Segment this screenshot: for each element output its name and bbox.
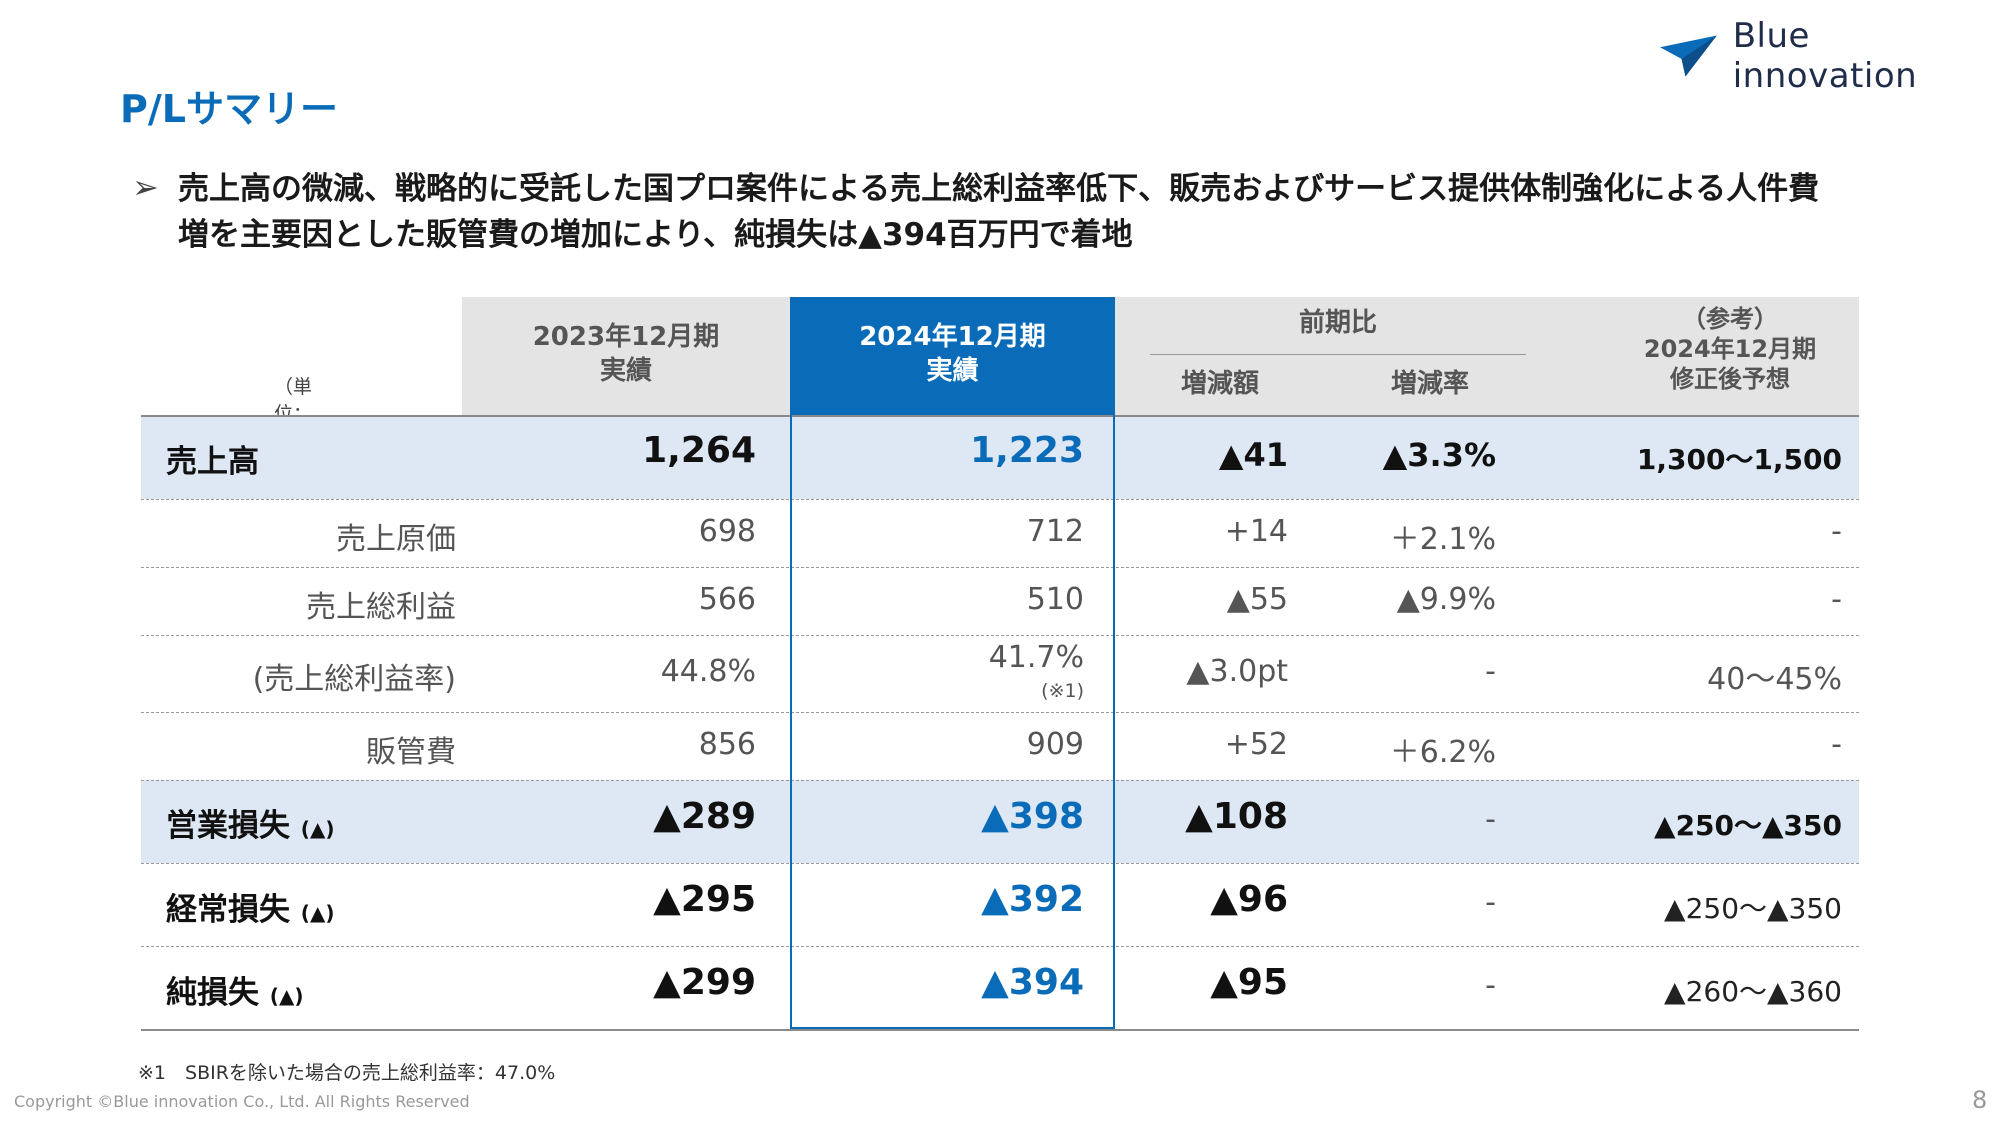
row-label: 営業損失 (▲) — [166, 800, 334, 845]
row-divider — [141, 712, 1859, 713]
row-label: 売上原価 — [336, 522, 456, 557]
header-diff: 増減額 — [1180, 369, 1259, 399]
cell-diff: +14 — [1224, 514, 1288, 549]
row-label-suffix: (▲) — [300, 817, 335, 841]
paper-plane-logo-icon — [1660, 35, 1717, 77]
cell-2023: ▲295 — [653, 879, 756, 920]
cell-diff: ▲41 — [1218, 436, 1288, 474]
header-2023-bg — [462, 297, 790, 415]
row-highlight-revenue — [141, 416, 1859, 499]
bullet-arrow-icon: ➢ — [132, 168, 159, 206]
header-yoy: 前期比 — [1298, 308, 1377, 338]
cell-2024: 510 — [1026, 582, 1084, 617]
cell-rate: - — [1485, 968, 1496, 1003]
header-rate: 増減率 — [1390, 369, 1469, 399]
cell-2024: 41.7% — [988, 640, 1084, 675]
cell-diff: ▲96 — [1210, 879, 1288, 920]
row-label: 経常損失 (▲) — [166, 884, 334, 929]
table-rule-top — [141, 415, 1859, 417]
row-divider — [141, 499, 1859, 500]
cell-2023: ▲289 — [653, 796, 756, 837]
cell-diff: +52 — [1224, 727, 1288, 762]
cell-2024: 909 — [1026, 727, 1084, 762]
row-label: (売上総利益率) — [252, 662, 456, 697]
footnote: ※1 SBIRを除いた場合の売上総利益率：47.0% — [138, 1062, 556, 1084]
row-divider — [141, 863, 1859, 864]
header-forecast-line2: 2024年12月期 — [1643, 335, 1817, 363]
cell-2023: 698 — [698, 514, 756, 549]
cell-rate: ＋6.2% — [1389, 735, 1496, 770]
cell-rate: - — [1485, 654, 1496, 689]
table-rule-bottom — [141, 1029, 1859, 1031]
cell-rate: ＋2.1% — [1389, 522, 1496, 557]
copyright: Copyright ©Blue innovation Co., Ltd. All… — [14, 1092, 470, 1111]
row-highlight-operating-loss — [141, 780, 1859, 863]
logo-text: Blue innovation — [1732, 16, 1918, 96]
row-label-text: 純損失 — [166, 975, 259, 1011]
row-label-text: 経常損失 — [166, 892, 290, 928]
cell-2023: 44.8% — [660, 654, 756, 689]
row-divider — [141, 780, 1859, 781]
cell-rate: ▲9.9% — [1396, 582, 1496, 617]
cell-forecast: ▲260〜▲360 — [1664, 975, 1842, 1008]
cell-2024-note: (※1) — [1041, 680, 1084, 702]
cell-2023: 1,264 — [642, 430, 756, 471]
cell-2024: 712 — [1026, 514, 1084, 549]
row-label-text: 営業損失 — [166, 808, 290, 844]
row-label: 売上高 — [166, 444, 259, 480]
cell-2024: ▲398 — [981, 796, 1084, 837]
cell-diff: ▲3.0pt — [1186, 654, 1288, 689]
row-label-suffix: (▲) — [300, 901, 335, 925]
summary-text: 売上高の微減、戦略的に受託した国プロ案件による売上総利益率低下、販売およびサービ… — [178, 171, 1820, 253]
header-forecast-line3: 修正後予想 — [1670, 365, 1790, 393]
cell-diff: ▲108 — [1185, 796, 1288, 837]
header-forecast-line1: （参考） — [1682, 305, 1778, 333]
header-2024: 2024年12月期 実績 — [790, 320, 1115, 388]
header-yoy-rule — [1150, 354, 1526, 355]
row-label: 純損失 (▲) — [166, 967, 303, 1012]
row-divider — [141, 635, 1859, 636]
cell-2023: ▲299 — [653, 962, 756, 1003]
cell-2023: 856 — [698, 727, 756, 762]
cell-rate: - — [1485, 802, 1496, 837]
cell-2024: ▲392 — [981, 879, 1084, 920]
cell-forecast: - — [1831, 514, 1842, 549]
row-divider — [141, 567, 1859, 568]
cell-forecast: ▲250〜▲350 — [1664, 892, 1842, 925]
header-2023-line2: 実績 — [599, 356, 652, 386]
cell-2024: ▲394 — [981, 962, 1084, 1003]
cell-diff: ▲95 — [1210, 962, 1288, 1003]
row-label: 売上総利益 — [306, 590, 456, 625]
cell-forecast: 40〜45% — [1707, 662, 1842, 697]
header-2024-line1: 2024年12月期 — [859, 322, 1046, 352]
row-label-suffix: (▲) — [269, 984, 304, 1008]
header-2023: 2023年12月期 実績 — [462, 320, 790, 388]
header-2024-bg — [790, 297, 1115, 415]
cell-forecast: 1,300〜1,500 — [1636, 443, 1842, 476]
page-title: P/Lサマリー — [120, 87, 338, 131]
header-2024-line2: 実績 — [926, 356, 979, 386]
cell-2023: 566 — [698, 582, 756, 617]
cell-rate: - — [1485, 885, 1496, 920]
cell-forecast: - — [1831, 727, 1842, 762]
header-2023-line1: 2023年12月期 — [532, 322, 720, 352]
header-yoy-bg — [1115, 297, 1859, 415]
row-divider — [141, 946, 1859, 947]
cell-forecast: ▲250〜▲350 — [1654, 809, 1842, 842]
company-logo: Blue innovation — [1660, 16, 2000, 96]
row-label: 販管費 — [366, 735, 456, 770]
cell-forecast: - — [1831, 582, 1842, 617]
page-number: 8 — [1972, 1086, 1988, 1114]
cell-2024: 1,223 — [970, 430, 1084, 471]
header-forecast: （参考） 2024年12月期 修正後予想 — [1580, 304, 1880, 394]
cell-rate: ▲3.3% — [1382, 436, 1496, 474]
cell-diff: ▲55 — [1226, 582, 1288, 617]
